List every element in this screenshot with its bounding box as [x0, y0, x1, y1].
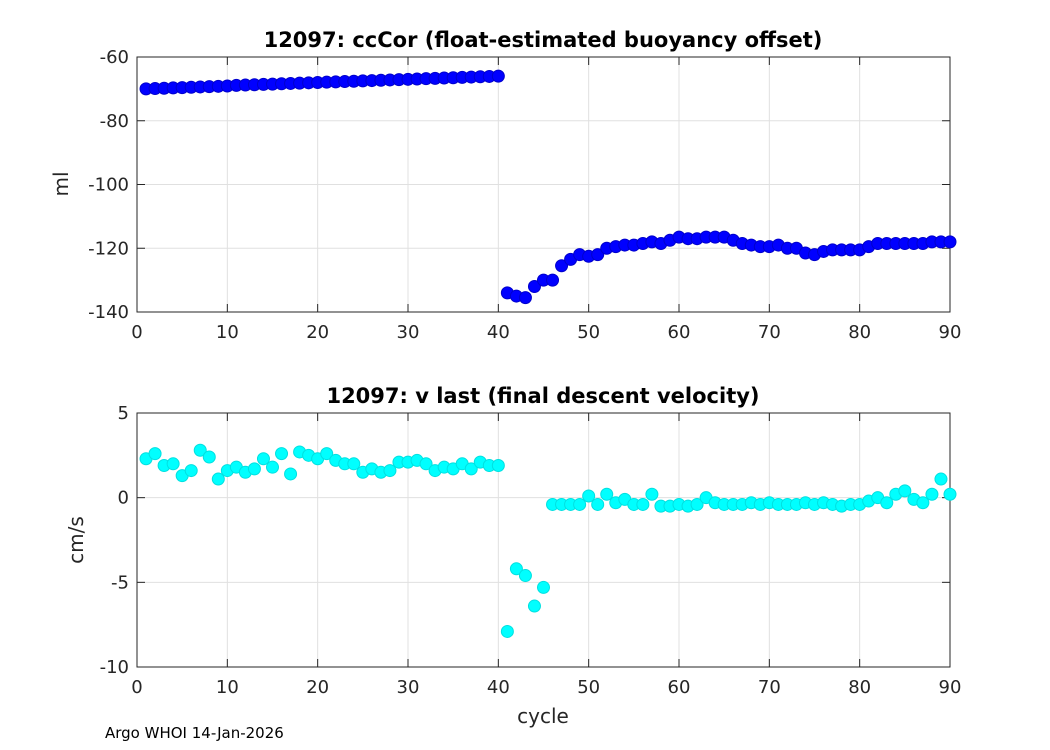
bottom-chart-ytick-label: 5 [118, 403, 129, 424]
bottom-chart-ticks: 0 10 20 30 40 50 60 70 80 90 -10 -5 0 5 [100, 403, 962, 698]
bottom-chart-axes-box [136, 412, 951, 668]
bottom-chart-xtick-label: 50 [577, 677, 600, 698]
bottom-chart-point [320, 447, 334, 461]
top-chart-point [491, 69, 505, 83]
bottom-chart-point [916, 496, 930, 510]
bottom-chart-point [166, 457, 180, 471]
top-chart-ytick-label: -80 [100, 111, 129, 132]
bottom-chart-xtick-label: 30 [397, 677, 420, 698]
bottom-chart-point [690, 497, 704, 511]
top-chart-xtick-label: 80 [848, 322, 871, 343]
bottom-chart-point [211, 472, 225, 486]
bottom-chart-xtick-label: 20 [306, 677, 329, 698]
bottom-chart-point [527, 599, 541, 613]
bottom-chart-xtick-label: 70 [758, 677, 781, 698]
top-chart-ytick-label: -120 [88, 238, 129, 259]
bottom-chart-point [491, 458, 505, 472]
top-chart-ytick-label: -100 [88, 175, 129, 196]
top-chart-xtick-label: 0 [131, 322, 142, 343]
bottom-chart-ylabel: cm/s [64, 516, 88, 564]
bottom-chart-point [184, 464, 198, 478]
bottom-chart-xtick-label: 90 [939, 677, 962, 698]
bottom-chart-point [537, 580, 550, 594]
bottom-chart-ytick-label: 0 [118, 488, 129, 509]
bottom-chart-point [284, 467, 298, 481]
bottom-chart-xtick-label: 60 [668, 677, 691, 698]
bottom-chart-point [383, 464, 397, 478]
bottom-chart-ytick-label: -5 [111, 572, 129, 593]
bottom-chart-xtick-label: 40 [487, 677, 510, 698]
top-chart-xtick-label: 70 [758, 322, 781, 343]
top-chart-point [546, 273, 560, 287]
bottom-chart-point [347, 457, 361, 471]
bottom-chart-point [148, 447, 162, 461]
bottom-chart-point [645, 487, 659, 501]
top-chart-ylabel: ml [49, 171, 73, 196]
bottom-chart-xlabel: cycle [517, 704, 569, 728]
bottom-chart-point [266, 460, 279, 474]
top-chart-point [527, 280, 541, 293]
bottom-chart-point [509, 562, 523, 576]
bottom-chart-title: 12097: v last (final descent velocity) [326, 384, 759, 408]
bottom-chart-point [193, 443, 207, 457]
top-chart-xtick-label: 60 [668, 322, 691, 343]
bottom-chart-xtick-label: 0 [131, 677, 142, 698]
bottom-chart-point [591, 497, 605, 511]
top-chart-xtick-label: 10 [216, 322, 239, 343]
bottom-chart-point [943, 487, 957, 501]
bottom-chart-point [880, 496, 894, 510]
bottom-chart-point [934, 472, 948, 486]
bottom-chart-point [573, 497, 587, 511]
bottom-chart-point [247, 462, 261, 476]
bottom-chart-point [636, 497, 650, 511]
bottom-chart-point [256, 452, 270, 466]
top-chart-xtick-label: 40 [487, 322, 510, 343]
bottom-chart-point [464, 462, 478, 476]
top-chart-point [555, 259, 569, 273]
bottom-chart-point [582, 489, 596, 503]
bottom-chart-grid [136, 412, 951, 668]
bottom-chart-point [898, 484, 912, 498]
bottom-chart-point [500, 624, 514, 638]
top-chart-title: 12097: ccCor (float-estimated buoyancy o… [264, 28, 823, 52]
bottom-chart-point [202, 450, 216, 464]
bottom-chart-point [925, 487, 939, 501]
bottom-chart-points [139, 443, 957, 638]
top-chart-point [518, 291, 532, 305]
top-chart: 12097: ccCor (float-estimated buoyancy o… [49, 28, 961, 343]
top-chart-ytick-label: -140 [88, 302, 129, 323]
top-chart-points [139, 69, 957, 305]
bottom-chart-xtick-label: 80 [848, 677, 871, 698]
bottom-chart-ytick-label: -10 [100, 657, 129, 678]
bottom-chart-point [518, 569, 532, 583]
bottom-chart-point [419, 457, 433, 471]
top-chart-ytick-label: -60 [100, 47, 129, 68]
top-chart-ticks: 0 10 20 30 40 50 60 70 80 90 -140 -120 -100 -80 -60 [88, 47, 961, 343]
footer-credit: Argo WHOI 14-Jan-2026 [105, 724, 284, 742]
bottom-chart: 12097: v last (final descent velocity) c… [64, 384, 961, 728]
top-chart-xtick-label: 20 [306, 322, 329, 343]
bottom-chart-xtick-label: 10 [216, 677, 239, 698]
top-chart-xtick-label: 50 [577, 322, 600, 343]
bottom-chart-point [275, 447, 289, 461]
top-chart-point [591, 248, 605, 262]
top-chart-xtick-label: 90 [939, 322, 962, 343]
bottom-chart-point [600, 487, 614, 501]
top-chart-xtick-label: 30 [397, 322, 420, 343]
top-chart-point [943, 235, 957, 249]
